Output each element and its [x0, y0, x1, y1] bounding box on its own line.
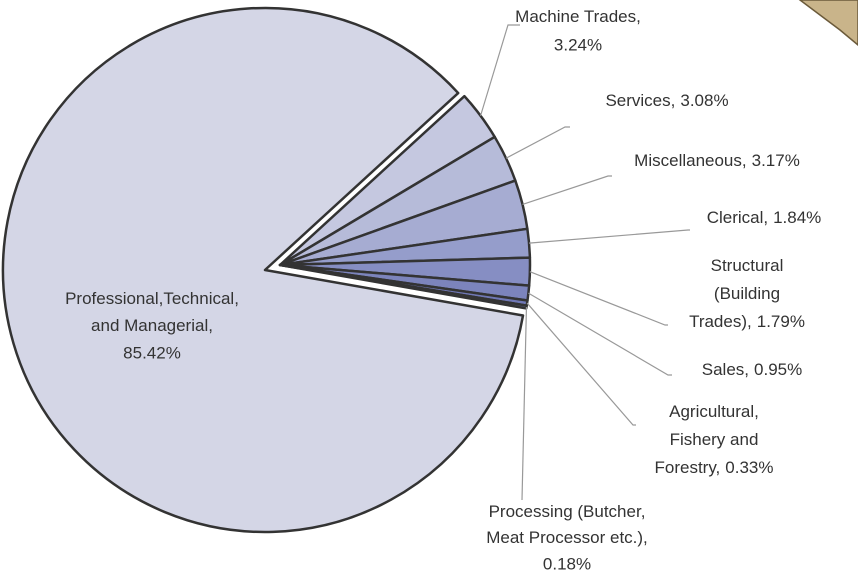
label-value: 0.95%	[754, 360, 802, 379]
data-label: Forestry, 0.33%	[654, 458, 773, 477]
data-label: Clerical, 1.84%	[707, 208, 822, 227]
label-value: 3.17%	[752, 151, 800, 170]
label-name: Sales,	[702, 360, 749, 379]
label-name: Forestry,	[654, 458, 720, 477]
label-name: Clerical,	[707, 208, 768, 227]
data-label: Agricultural,	[669, 402, 759, 421]
label-name: Services,	[605, 91, 675, 110]
data-label: (Building	[714, 284, 780, 303]
label-name: Machine Trades,	[515, 7, 641, 26]
label-name: Processing (Butcher,	[489, 502, 646, 521]
label-value: 1.84%	[773, 208, 821, 227]
leader-line	[505, 126, 570, 159]
pie-slice	[1, 6, 525, 534]
label-value: 3.08%	[680, 91, 728, 110]
label-name: Agricultural,	[669, 402, 759, 421]
data-label: Meat Processor etc.),	[486, 528, 648, 547]
label-value: 3.24%	[554, 35, 602, 54]
label-name: and Managerial,	[91, 316, 213, 335]
leader-line	[526, 302, 636, 426]
label-value: 0.18%	[543, 554, 591, 573]
data-label: Trades), 1.79%	[689, 312, 805, 331]
label-name: (Building	[714, 284, 780, 303]
data-label: Professional,Technical,	[65, 289, 239, 308]
leader-line	[529, 271, 668, 326]
label-name: Professional,Technical,	[65, 289, 239, 308]
leader-line	[528, 292, 672, 376]
data-label: Processing (Butcher,	[489, 502, 646, 521]
label-name: Miscellaneous,	[634, 151, 746, 170]
decoration	[798, 0, 858, 46]
label-name: Structural	[711, 256, 784, 275]
label-value: 0.33%	[725, 458, 773, 477]
data-label: Machine Trades,	[515, 7, 641, 26]
leader-line	[522, 175, 612, 205]
leader-line	[528, 229, 690, 244]
label-value: 85.42%	[123, 343, 181, 362]
data-label: Structural	[711, 256, 784, 275]
label-name: Trades),	[689, 312, 752, 331]
leader-line	[479, 24, 520, 116]
data-label: and Managerial,	[91, 316, 213, 335]
label-name: Meat Processor etc.),	[486, 528, 648, 547]
leader-line	[521, 307, 528, 501]
data-label: Miscellaneous, 3.17%	[634, 151, 800, 170]
data-label: Fishery and	[670, 430, 759, 449]
label-value: 1.79%	[757, 312, 805, 331]
label-name: Fishery and	[670, 430, 759, 449]
data-label: Services, 3.08%	[605, 91, 728, 110]
data-label: Sales, 0.95%	[702, 360, 802, 379]
